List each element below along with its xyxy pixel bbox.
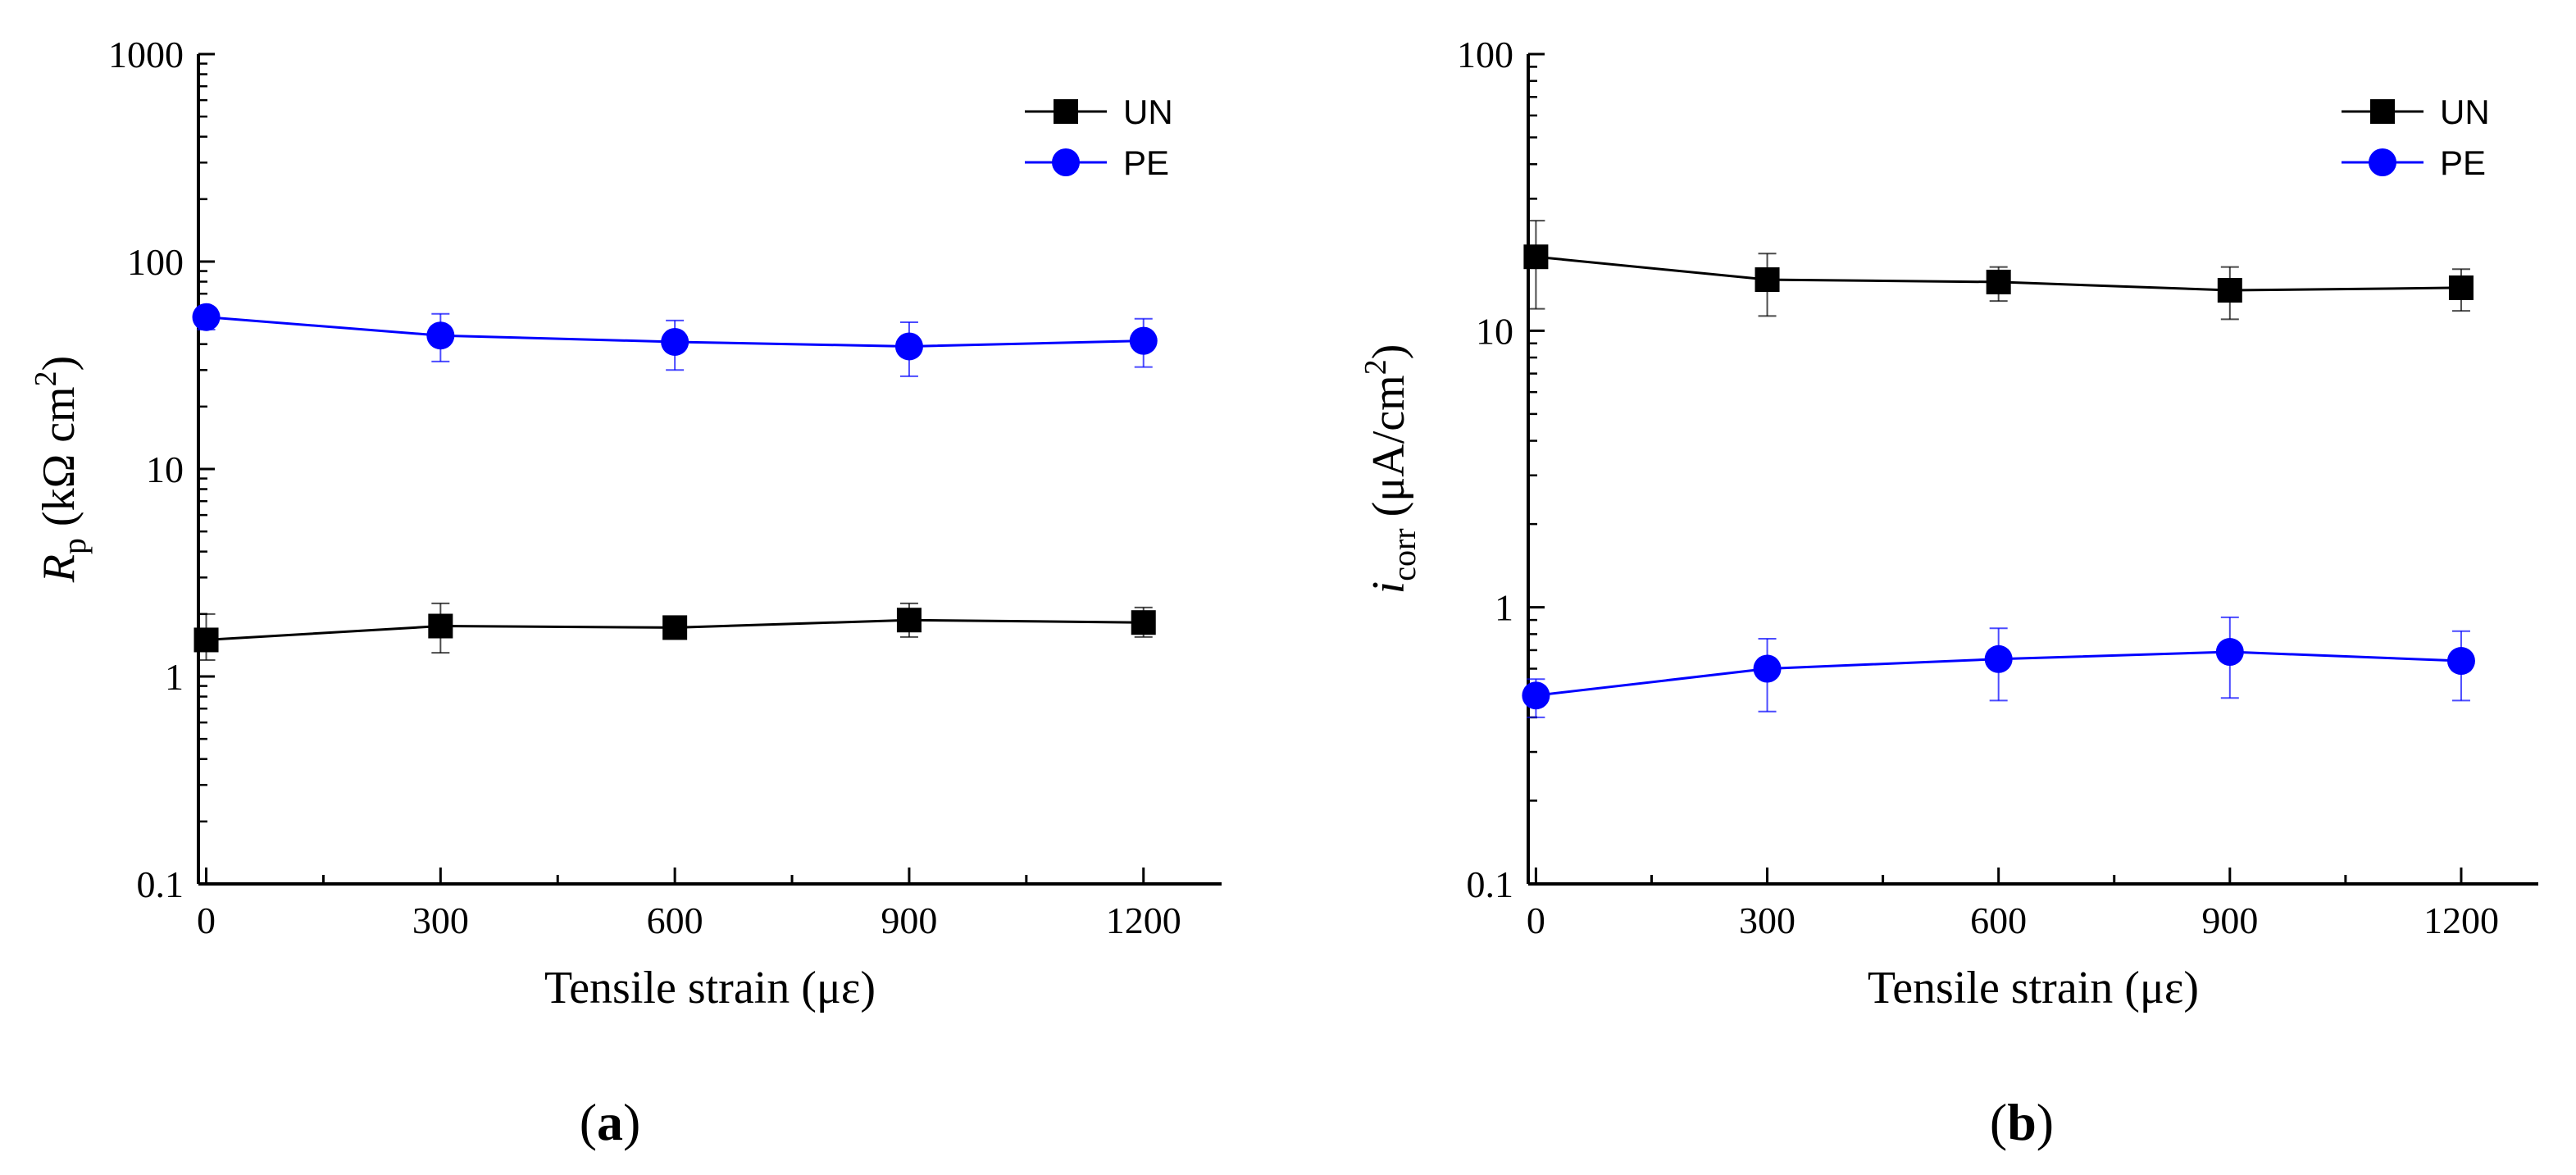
y-axis-title-main: i — [1363, 581, 1414, 594]
y-axis-title: Rp (kΩ cm2) — [29, 356, 93, 584]
data-point — [1753, 654, 1782, 683]
y-tick-label: 1 — [1495, 587, 1513, 629]
y-axis-title-unit: (μA/cm — [1363, 375, 1414, 528]
legend-marker — [2370, 99, 2395, 124]
panel-label-close: ) — [623, 1093, 640, 1151]
data-point — [2446, 647, 2475, 676]
panel-label-open: ( — [1990, 1093, 2007, 1151]
panel-label-open: ( — [580, 1093, 597, 1151]
data-point — [1522, 681, 1550, 710]
y-tick-label: 100 — [127, 241, 184, 283]
y-axis-title-unit: (kΩ cm — [34, 386, 84, 538]
series-un — [1523, 220, 2474, 321]
data-point — [428, 613, 453, 639]
series-un — [193, 602, 1156, 661]
data-point — [662, 615, 688, 640]
chart-panel-a: 0 300 600 900 1200 0.1 1 10 100 1000 UN PE Tensile s… — [29, 34, 1222, 1151]
legend-marker — [1054, 99, 1078, 124]
data-point — [2217, 278, 2242, 303]
x-tick-label: 900 — [881, 899, 937, 941]
data-point — [1984, 644, 2013, 673]
y-axis-title-sup: 2 — [1359, 359, 1393, 375]
data-point — [1986, 269, 2011, 294]
chart-panel-b: 0 300 600 900 1200 0.1 1 10 100 UN PE Tensile strai… — [1359, 34, 2538, 1151]
x-tick-label: 0 — [197, 899, 216, 941]
legend: UN PE — [2342, 93, 2490, 182]
y-tick-label: 100 — [1457, 34, 1513, 75]
data-point — [1131, 610, 1156, 635]
panel-label-letter: a — [597, 1093, 623, 1151]
legend-label: PE — [2440, 143, 2486, 182]
series-pe — [192, 303, 1158, 377]
legend: UN PE — [1025, 93, 1173, 182]
x-tick-label: 1200 — [1106, 899, 1181, 941]
legend-label: PE — [1123, 143, 1169, 182]
x-axis-title: Tensile strain (με) — [1868, 963, 2199, 1013]
legend-label: UN — [2440, 93, 2490, 131]
series-pe — [1522, 616, 2475, 718]
y-tick-label: 1000 — [108, 34, 184, 75]
legend-marker — [2369, 148, 2396, 176]
y-axis-title-unit-end: ) — [34, 356, 84, 371]
legend-marker — [1052, 148, 1080, 176]
x-tick-label: 300 — [412, 899, 469, 941]
x-axis-title: Tensile strain (με) — [544, 963, 876, 1013]
panel-label-close: ) — [2037, 1093, 2054, 1151]
y-tick-label: 0.1 — [137, 863, 184, 905]
data-point — [2448, 275, 2474, 300]
data-point — [1523, 244, 1549, 270]
data-point — [894, 332, 923, 361]
y-axis-title-sub: corr — [1386, 528, 1422, 581]
legend-label: UN — [1123, 93, 1173, 131]
y-axis-title-sup: 2 — [29, 371, 63, 386]
panel-label: (a) — [580, 1093, 641, 1151]
data-point — [1129, 326, 1158, 355]
data-point — [192, 303, 221, 331]
data-point — [426, 321, 455, 350]
x-tick-label: 1200 — [2424, 899, 2499, 941]
y-tick-label: 1 — [165, 656, 184, 698]
x-tick-label: 600 — [1970, 899, 2027, 941]
y-axis-title-main: R — [34, 554, 84, 583]
data-point — [1755, 267, 1780, 293]
y-tick-label: 10 — [146, 449, 184, 490]
x-tick-label: 900 — [2201, 899, 2258, 941]
data-point — [2215, 638, 2244, 667]
x-tick-label: 300 — [1739, 899, 1795, 941]
data-point — [193, 627, 219, 653]
y-axis-title-sub: p — [56, 538, 93, 554]
x-tick-label: 0 — [1527, 899, 1545, 941]
y-axis-title: icorr (μA/cm2) — [1359, 344, 1422, 594]
y-tick-label: 0.1 — [1467, 863, 1514, 905]
panel-label-letter: b — [2007, 1093, 2037, 1151]
panel-label: (b) — [1990, 1093, 2054, 1151]
x-tick-label: 600 — [647, 899, 703, 941]
y-axis-title-unit-end: ) — [1363, 344, 1414, 360]
data-point — [661, 327, 690, 356]
y-tick-label: 10 — [1476, 310, 1513, 352]
data-point — [896, 608, 922, 633]
